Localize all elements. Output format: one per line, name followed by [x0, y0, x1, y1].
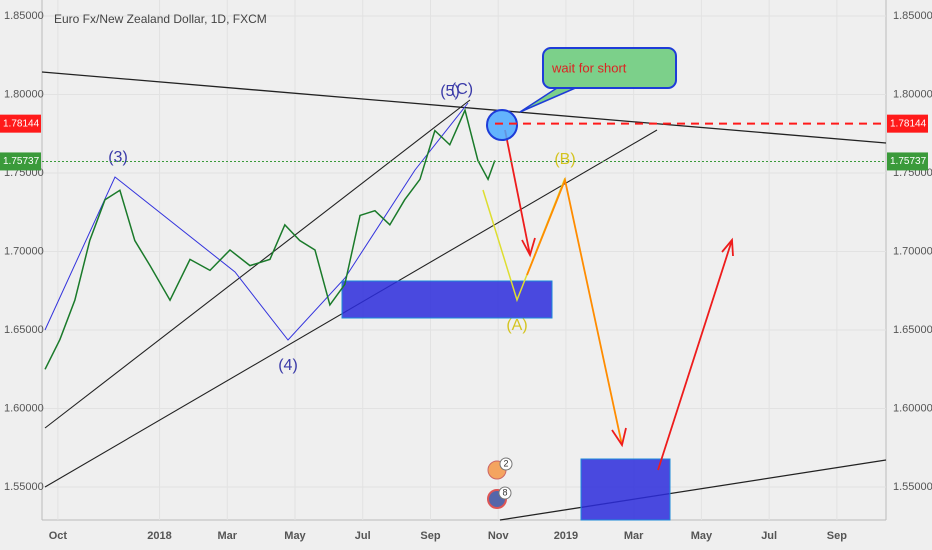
arrow — [657, 239, 733, 471]
price-level-label: 1.75737 — [890, 156, 927, 167]
y-tick-label: 1.60000 — [893, 402, 932, 414]
x-tick-label: Oct — [49, 530, 68, 542]
price-level-tag — [887, 114, 928, 133]
x-tick-label: Sep — [827, 530, 847, 542]
highlight-circle — [486, 109, 518, 141]
y-tick-label: 1.65000 — [893, 324, 932, 336]
y-tick-label: 1.80000 — [893, 88, 932, 100]
event-count: 2 — [503, 458, 508, 468]
y-tick-label: 1.80000 — [4, 88, 44, 100]
arrow — [504, 129, 531, 256]
x-tick-label: 2018 — [147, 530, 171, 542]
chart-title: Euro Fx/New Zealand Dollar, 1D, FXCM — [54, 12, 267, 26]
y-tick-label: 1.55000 — [893, 481, 932, 493]
price-level-tag — [0, 152, 41, 171]
y-tick-label: 1.85000 — [4, 10, 44, 22]
x-tick-label: 2019 — [554, 530, 578, 542]
callout-box — [542, 47, 677, 89]
x-tick-label: Jul — [355, 530, 371, 542]
arrow-head — [521, 237, 536, 258]
y-tick-label: 1.70000 — [4, 245, 44, 257]
event-badge — [499, 457, 513, 471]
x-tick-label: Jul — [761, 530, 777, 542]
y-tick-label: 1.70000 — [893, 245, 932, 257]
price-level-label: 1.75737 — [3, 156, 40, 167]
y-tick-label: 1.60000 — [4, 402, 44, 414]
x-tick-label: Sep — [420, 530, 440, 542]
x-tick-label: May — [284, 530, 306, 542]
projection — [526, 176, 623, 446]
x-tick-label: Mar — [624, 530, 644, 542]
price-level-tag — [0, 114, 41, 133]
arrow-head — [721, 237, 734, 257]
x-tick-label: Mar — [217, 530, 237, 542]
y-tick-label: 1.65000 — [4, 324, 44, 336]
wave-label: (3) — [108, 149, 128, 166]
wave-label: (4) — [278, 357, 298, 374]
price-level-label: 1.78144 — [890, 118, 927, 129]
y-tick-label: 1.85000 — [893, 10, 932, 22]
demand-zone — [341, 280, 553, 319]
wave-label: (B) — [554, 151, 575, 168]
price-level-label: 1.78144 — [3, 118, 40, 129]
wave-label: (5) — [440, 83, 460, 100]
x-tick-label: Nov — [488, 530, 510, 542]
event-count: 8 — [502, 487, 507, 497]
arrow-head — [611, 427, 627, 448]
target-zone — [580, 458, 671, 521]
price-line — [44, 107, 496, 370]
callout-text: wait for short — [551, 60, 627, 75]
price-level-tag — [887, 152, 928, 171]
y-tick-label: 1.55000 — [4, 481, 44, 493]
wave-line — [44, 102, 469, 341]
wave-label: (C) — [451, 81, 473, 98]
x-tick-label: May — [691, 530, 713, 542]
trendline — [499, 459, 887, 521]
event-badge — [498, 486, 512, 500]
wave-label: (A) — [506, 317, 527, 334]
